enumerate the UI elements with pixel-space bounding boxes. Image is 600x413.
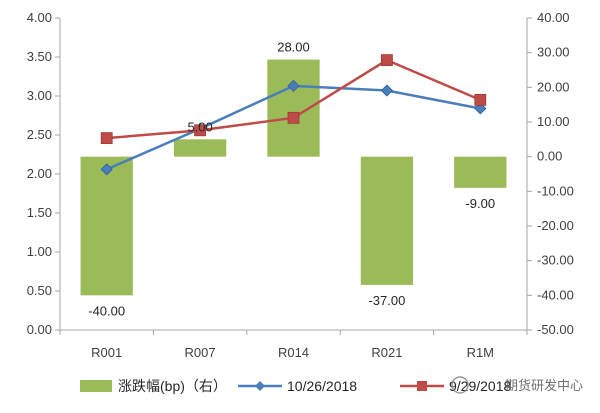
left-tick-label: 1.50 <box>27 205 52 220</box>
watermark-text: 期货研发中心 <box>505 378 583 394</box>
bar-R001 <box>80 156 133 296</box>
right-tick-label: -10.00 <box>537 183 574 198</box>
left-tick-label: 3.50 <box>27 49 52 64</box>
right-tick-label: -30.00 <box>537 253 574 268</box>
right-tick-label: -40.00 <box>537 287 574 302</box>
x-tick-label: R021 <box>371 345 402 360</box>
point-square <box>380 54 393 67</box>
line-series <box>100 54 487 176</box>
left-tick-label: 2.50 <box>27 127 52 142</box>
point-diamond <box>287 79 300 92</box>
left-tick-label: 1.00 <box>27 244 52 259</box>
x-tick-label: R007 <box>185 345 216 360</box>
left-tick-label: 0.50 <box>27 283 52 298</box>
legend-label-line-1: 10/26/2018 <box>287 378 357 394</box>
point-square <box>100 132 113 145</box>
left-tick-label: 2.00 <box>27 166 52 181</box>
bar-R1M <box>454 156 507 188</box>
left-tick-label: 3.00 <box>27 88 52 103</box>
legend-swatch-bar <box>80 380 112 392</box>
bar-R021 <box>360 156 414 285</box>
bar-data-label: -37.00 <box>368 293 405 308</box>
point-diamond <box>380 84 393 97</box>
bar-data-label: 5.00 <box>187 119 212 134</box>
bar-series <box>80 59 507 296</box>
right-tick-label: 30.00 <box>537 45 570 60</box>
legend: 涨跌幅(bp)（右） 10/26/2018 9/29/2018 <box>80 378 511 394</box>
watermark-logo-icon <box>451 376 469 394</box>
right-tick-label: 0.00 <box>537 149 562 164</box>
right-tick-label: -50.00 <box>537 322 574 337</box>
data-labels: -40.00 5.00 28.00 -37.00 -9.00 <box>88 40 495 319</box>
point-square <box>194 124 207 137</box>
bar-data-label: 28.00 <box>277 40 310 55</box>
left-tick-label: 0.00 <box>27 322 52 337</box>
legend-label-line-2: 9/29/2018 <box>449 378 511 394</box>
point-square <box>287 111 300 124</box>
legend-marker-square <box>417 381 427 391</box>
x-tick-label: R1M <box>467 345 494 360</box>
x-tick-label: R001 <box>91 345 122 360</box>
right-tick-label: 40.00 <box>537 10 570 25</box>
legend-label-bar: 涨跌幅(bp)（右） <box>118 378 227 394</box>
right-tick-label: -20.00 <box>537 218 574 233</box>
right-tick-label: 20.00 <box>537 79 570 94</box>
bar-R014 <box>267 59 320 157</box>
right-tick-label: 10.00 <box>537 114 570 129</box>
bar-data-label: -9.00 <box>465 196 495 211</box>
bar-R007 <box>173 139 227 157</box>
left-tick-label: 4.00 <box>27 10 52 25</box>
watermark: 期货研发中心 <box>451 376 583 394</box>
legend-marker-diamond <box>255 381 265 391</box>
point-square <box>474 94 487 106</box>
point-diamond <box>100 163 113 176</box>
axes: 0.00 0.50 1.00 1.50 2.00 2.50 3.00 3.50 4.00 -50.… <box>27 10 574 360</box>
watermark-group: 期货研发中心 <box>451 376 583 394</box>
x-tick-label: R014 <box>278 345 309 360</box>
bar-data-label: -40.00 <box>88 303 125 318</box>
